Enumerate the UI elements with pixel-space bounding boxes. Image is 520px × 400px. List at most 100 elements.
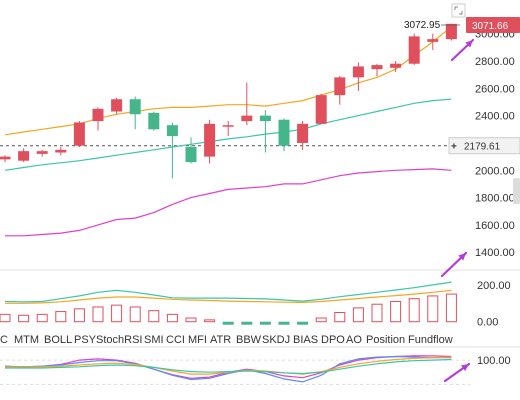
volume-lines bbox=[4, 281, 452, 304]
volume-bar bbox=[166, 313, 178, 323]
oscillator-tick-label: 100.00 bbox=[477, 355, 511, 367]
volume-bar bbox=[129, 306, 141, 323]
indicator-tab[interactable]: CCI bbox=[166, 334, 185, 346]
oscillator-line-4 bbox=[5, 358, 452, 375]
price-tick-label: 1400.00 bbox=[475, 247, 515, 259]
indicator-tab[interactable]: BOLL bbox=[44, 334, 72, 346]
candle-body bbox=[352, 66, 364, 78]
price-tick-label: 1800.00 bbox=[475, 193, 515, 205]
candle-body bbox=[297, 123, 309, 143]
candle-body bbox=[166, 125, 178, 137]
volume-bar bbox=[222, 321, 234, 325]
volume-line-1 bbox=[4, 281, 452, 303]
candle-body bbox=[55, 149, 67, 153]
volume-bar bbox=[148, 310, 160, 323]
ma-pink-line bbox=[5, 168, 452, 237]
arrow-icon bbox=[450, 38, 475, 62]
candle-body bbox=[445, 23, 457, 40]
arrow-icon bbox=[443, 362, 471, 383]
volume-bar bbox=[0, 313, 11, 323]
volume-bar bbox=[390, 300, 402, 323]
indicator-tab[interactable]: MFI bbox=[188, 334, 207, 346]
indicator-tab[interactable]: PSY bbox=[74, 334, 97, 346]
volume-line-2 bbox=[5, 289, 452, 304]
expand-icon-corner bbox=[459, 11, 463, 15]
indicator-tab[interactable]: StochRSI bbox=[96, 334, 142, 346]
price-tick-label: 2000.00 bbox=[475, 165, 515, 177]
candle-body bbox=[259, 115, 271, 122]
candle-body bbox=[36, 151, 48, 154]
indicator-tabs[interactable]: C MTM BOLL PSY StochRSI SMI CCI MFI ATR BBW SKDJ BI… bbox=[0, 334, 453, 346]
candle-body bbox=[129, 99, 141, 115]
candle-body bbox=[111, 99, 123, 112]
arrow-head bbox=[461, 364, 469, 372]
volume-axis: 200.00 0.00 bbox=[477, 280, 511, 329]
candle-body bbox=[427, 39, 439, 42]
volume-bar bbox=[408, 298, 420, 323]
last-price-badge bbox=[466, 17, 520, 33]
indicator-tab[interactable]: Fundflow bbox=[408, 334, 453, 346]
candle-body bbox=[371, 65, 383, 70]
volume-bar bbox=[55, 311, 67, 323]
indicator-tab[interactable]: BBW bbox=[236, 334, 262, 346]
volume-bar bbox=[278, 321, 290, 325]
indicator-tab[interactable]: SKDJ bbox=[262, 334, 290, 346]
volume-tick-label: 0.00 bbox=[477, 317, 498, 329]
volume-bar bbox=[297, 321, 309, 325]
price-axis: 3000.002800.002600.002400.002000.001800.… bbox=[475, 29, 515, 260]
volume-bar bbox=[111, 304, 123, 323]
expand-icon-frame bbox=[451, 3, 466, 18]
volume-tick-label: 200.00 bbox=[477, 280, 511, 292]
volume-bar bbox=[352, 307, 364, 323]
expand-icon[interactable] bbox=[451, 3, 466, 18]
volume-bar bbox=[185, 317, 197, 323]
price-tick-label: 1600.00 bbox=[475, 220, 515, 232]
arrow-head bbox=[458, 253, 466, 261]
candles bbox=[0, 23, 457, 179]
volume-bar bbox=[259, 321, 271, 325]
indicator-tab[interactable]: BIAS bbox=[293, 334, 318, 346]
candle-body bbox=[18, 151, 30, 161]
candle-body bbox=[278, 119, 290, 146]
volume-bar bbox=[371, 303, 383, 323]
indicator-tab[interactable]: C bbox=[0, 334, 8, 346]
indicator-tab[interactable]: SMI bbox=[144, 334, 164, 346]
candle-body bbox=[148, 112, 160, 130]
volume-bar bbox=[73, 308, 85, 323]
candle-body bbox=[390, 63, 402, 68]
candle-body bbox=[222, 125, 234, 127]
oscillator-lines bbox=[4, 355, 452, 383]
oscillator-line-2 bbox=[4, 355, 452, 383]
arrow-icon bbox=[440, 251, 468, 278]
volume-bars bbox=[0, 293, 457, 325]
volume-bar bbox=[315, 317, 327, 323]
volume-bar bbox=[445, 293, 457, 323]
volume-bar bbox=[334, 312, 346, 323]
candle-body bbox=[0, 156, 11, 160]
indicator-tab[interactable]: ATR bbox=[210, 334, 231, 346]
volume-bar bbox=[427, 295, 439, 323]
candle-body bbox=[185, 147, 197, 163]
ma-long-line bbox=[4, 98, 452, 171]
crosshair-price-label: 2179.61 bbox=[464, 142, 501, 153]
volume-bar bbox=[36, 313, 48, 323]
candle-body bbox=[315, 95, 327, 124]
price-tick-label: 2400.00 bbox=[475, 111, 515, 123]
panel-handle bbox=[513, 178, 520, 204]
price-tick-label: 2600.00 bbox=[475, 83, 515, 95]
plus-icon: + bbox=[451, 142, 457, 153]
last-price-label: 3071.66 bbox=[472, 21, 509, 32]
oscillator-axis: 100.00 bbox=[477, 355, 511, 367]
indicator-tab[interactable]: MTM bbox=[14, 334, 39, 346]
candle-body bbox=[73, 122, 85, 146]
indicator-tab[interactable]: AO bbox=[346, 334, 362, 346]
volume-bar bbox=[204, 319, 216, 323]
indicator-tab[interactable]: Position bbox=[366, 334, 405, 346]
volume-bar bbox=[18, 314, 30, 323]
indicator-tab[interactable]: DPO bbox=[321, 334, 345, 346]
price-tick-label: 2800.00 bbox=[475, 56, 515, 68]
